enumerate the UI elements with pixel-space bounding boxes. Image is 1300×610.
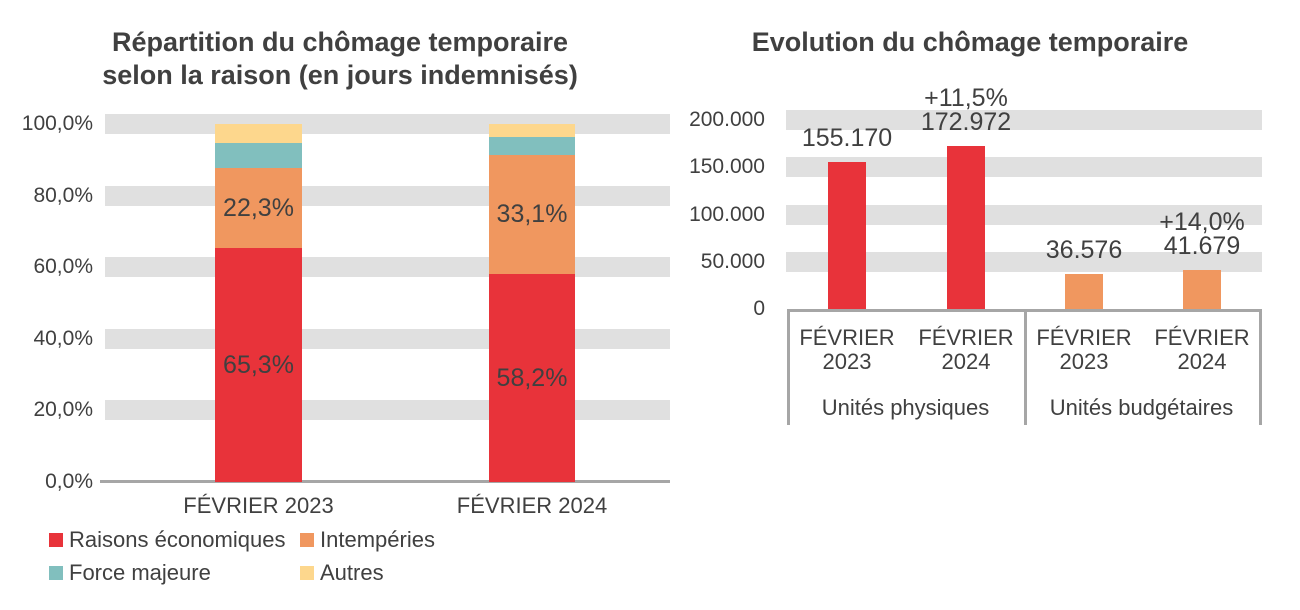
chart-repartition: Répartition du chômage temporaire selon … (0, 0, 680, 586)
segment-value-label: 58,2% (496, 363, 568, 392)
category-box-separator (787, 309, 790, 425)
chart1-title-line1: Répartition du chômage temporaire (111, 27, 569, 57)
segment-value-label: 65,3% (223, 351, 294, 380)
category-label: FÉVRIER 2024 (911, 326, 1021, 374)
bar (828, 162, 866, 309)
category-label: FÉVRIER 2023 (183, 493, 334, 518)
category-box-separator (1024, 309, 1027, 425)
y-tick-label: 200.000 (689, 108, 765, 131)
category-label: FÉVRIER 2023 (792, 326, 902, 374)
segment-value-label: 22,3% (223, 194, 294, 223)
bar-delta-label: +11,5% (924, 83, 1008, 112)
category-label: FÉVRIER 2024 (1147, 326, 1257, 374)
legend-label: Autres (320, 560, 384, 585)
bar-segment-force-majeure (215, 143, 302, 169)
bar-segment-force-majeure (489, 136, 575, 156)
bar-segment-intemp-ries (489, 155, 575, 274)
category-label-line: FÉVRIER (918, 325, 1014, 350)
category-label: FÉVRIER 2023 (1029, 326, 1139, 374)
y-tick-label: 50.000 (700, 249, 765, 273)
category-label: FÉVRIER 2024 (456, 493, 608, 518)
gridline-band (786, 110, 1262, 130)
category-label-line: 2023 (822, 349, 872, 374)
chart2-title: Evolution du chômage temporaire (690, 26, 1250, 59)
bar (947, 145, 985, 309)
legend-swatch-icon (49, 566, 63, 580)
legend-label: Force majeure (69, 560, 211, 585)
category-label-line: 2023 (1059, 349, 1109, 374)
y-tick-label: 60,0% (33, 255, 93, 279)
legend-label: Intempéries (320, 527, 435, 552)
legend-item: Force majeure (49, 560, 211, 586)
category-label-line: 2024 (941, 349, 991, 374)
x-axis-line (100, 480, 670, 483)
y-tick-label: 150.000 (689, 155, 765, 179)
chart1-title: Répartition du chômage temporaire selon … (60, 26, 620, 92)
bar-segment-intemp-ries (215, 168, 302, 249)
category-label-line: 2024 (1177, 349, 1227, 374)
bar-delta-label: +14,0% (1159, 207, 1245, 236)
legend-swatch-icon (300, 566, 314, 580)
chart2-title-text: Evolution du chômage temporaire (751, 27, 1189, 57)
chart1-plot-area: 100,0% 80,0% 60,0% 40,0% 20,0% 0,0% 65,3% 22,3%… (0, 0, 680, 530)
y-tick-label: 0,0% (45, 470, 93, 493)
bar-value-label: 172.972 (920, 107, 1012, 136)
bar-segment-autres (489, 124, 575, 137)
legend-item: Intempéries (300, 527, 435, 553)
gridline-band (786, 157, 1262, 178)
category-label-line: FÉVRIER (799, 325, 895, 350)
chart1-title-line2: selon la raison (en jours indemnisés) (102, 60, 578, 90)
legend-swatch-icon (300, 533, 314, 547)
bar-value-label: 36.576 (1045, 236, 1123, 265)
chart-evolution: Evolution du chômage temporaire 200.000 1… (680, 0, 1300, 610)
bar-segment-raisons-conomiques (215, 248, 302, 482)
group-label: Unités physiques (821, 395, 990, 420)
category-box-separator (1259, 309, 1262, 425)
category-label-line: FÉVRIER (1154, 325, 1250, 350)
category-label-line: FÉVRIER (1036, 325, 1132, 350)
y-tick-label: 80,0% (33, 183, 93, 207)
legend-swatch-icon (49, 533, 63, 547)
group-label: Unités budgétaires (1049, 395, 1234, 420)
y-tick-label: 40,0% (33, 326, 93, 350)
y-tick-label: 100,0% (21, 112, 93, 135)
legend-label: Raisons économiques (69, 527, 286, 552)
y-tick-label: 20,0% (33, 398, 93, 422)
bar-segment-raisons-conomiques (489, 273, 575, 482)
legend-item: Autres (300, 560, 384, 586)
chart1-legend: Raisons économiques Intempéries Force maje… (49, 527, 435, 586)
bar (1183, 269, 1221, 309)
bar-value-label: 41.679 (1163, 231, 1241, 260)
bar (1065, 274, 1103, 309)
bar-value-label: 155.170 (801, 124, 893, 153)
gridline-band (786, 204, 1262, 225)
y-tick-label: 100.000 (689, 202, 765, 226)
bar-segment-autres (215, 124, 302, 144)
gridline-band (786, 251, 1262, 272)
legend-item: Raisons économiques (49, 527, 285, 553)
y-tick-label: 0 (753, 297, 765, 320)
segment-value-label: 33,1% (496, 200, 568, 229)
